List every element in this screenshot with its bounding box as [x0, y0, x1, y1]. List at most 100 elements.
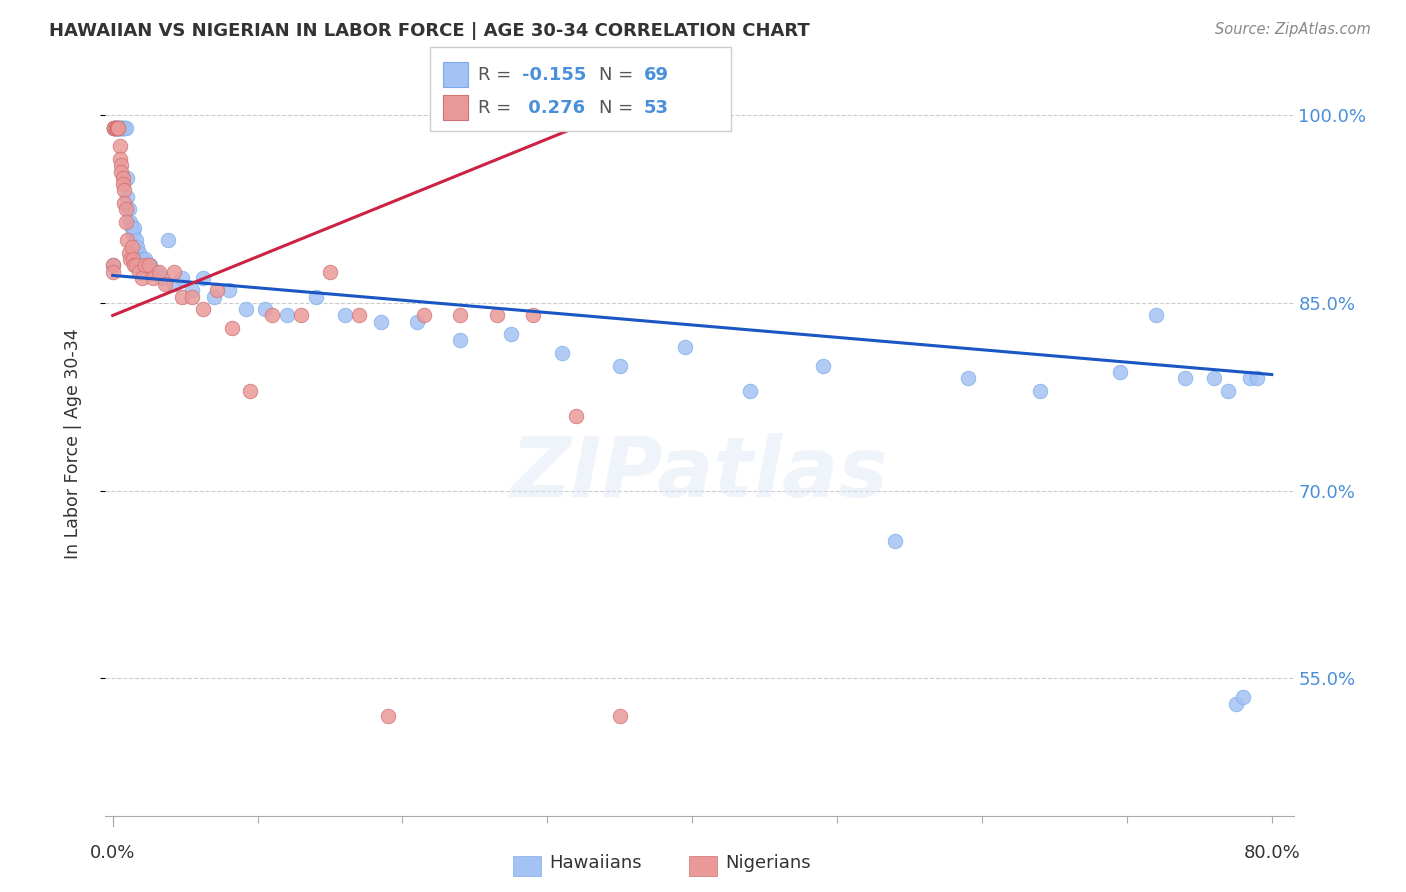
Point	[221, 321, 243, 335]
Point	[191, 271, 214, 285]
Point	[120, 214, 142, 228]
Point	[121, 239, 143, 253]
Point	[108, 120, 131, 135]
Point	[122, 252, 145, 267]
Text: -0.155: -0.155	[522, 66, 586, 84]
Text: HAWAIIAN VS NIGERIAN IN LABOR FORCE | AGE 30-34 CORRELATION CHART: HAWAIIAN VS NIGERIAN IN LABOR FORCE | AG…	[49, 22, 810, 40]
Text: 53: 53	[644, 99, 669, 117]
Point	[522, 309, 544, 323]
Point	[112, 120, 135, 135]
Point	[145, 265, 167, 279]
Point	[111, 177, 134, 191]
Text: R =: R =	[478, 99, 517, 117]
Point	[811, 359, 834, 373]
Text: N =: N =	[599, 99, 638, 117]
Point	[1232, 690, 1254, 705]
Point	[110, 120, 132, 135]
Point	[131, 252, 153, 267]
Point	[551, 346, 574, 360]
Point	[115, 233, 138, 247]
Point	[134, 252, 156, 267]
Point	[181, 290, 204, 304]
Point	[110, 120, 132, 135]
Text: N =: N =	[599, 66, 638, 84]
Point	[122, 227, 145, 241]
Point	[673, 340, 696, 354]
Point	[153, 277, 176, 292]
Point	[156, 233, 179, 247]
Point	[105, 120, 128, 135]
Point	[134, 259, 156, 273]
Point	[124, 220, 146, 235]
Point	[262, 309, 284, 323]
Text: 0.0%: 0.0%	[90, 844, 135, 862]
Point	[276, 309, 298, 323]
Point	[150, 271, 173, 285]
Point	[108, 152, 131, 166]
Point	[1239, 371, 1261, 385]
Point	[235, 302, 257, 317]
Point	[413, 309, 436, 323]
Point	[103, 120, 125, 135]
Point	[162, 265, 184, 279]
Point	[485, 309, 508, 323]
Point	[117, 202, 139, 216]
Point	[1108, 365, 1130, 379]
Point	[609, 709, 631, 723]
Text: Nigerians: Nigerians	[725, 855, 811, 872]
Text: Source: ZipAtlas.com: Source: ZipAtlas.com	[1215, 22, 1371, 37]
Point	[202, 290, 225, 304]
Point	[111, 170, 134, 185]
Point	[107, 120, 129, 135]
Point	[449, 309, 471, 323]
Point	[110, 120, 132, 135]
Point	[114, 214, 136, 228]
Point	[1029, 384, 1052, 398]
Point	[115, 170, 138, 185]
Point	[103, 120, 125, 135]
Point	[105, 120, 128, 135]
Point	[121, 220, 143, 235]
Point	[101, 265, 124, 279]
Point	[1225, 697, 1247, 711]
Point	[1202, 371, 1225, 385]
Point	[104, 120, 127, 135]
Point	[112, 120, 135, 135]
Point	[347, 309, 370, 323]
Text: ZIPatlas: ZIPatlas	[510, 433, 889, 514]
Point	[191, 302, 214, 317]
Point	[117, 245, 139, 260]
Point	[110, 158, 132, 172]
Point	[172, 290, 194, 304]
Point	[108, 120, 131, 135]
Point	[103, 120, 125, 135]
Point	[253, 302, 276, 317]
Point	[127, 239, 149, 253]
Point	[115, 189, 138, 203]
Point	[884, 533, 907, 548]
Point	[449, 334, 471, 348]
Point	[111, 120, 134, 135]
Point	[138, 259, 160, 273]
Point	[101, 259, 124, 273]
Point	[239, 384, 262, 398]
Y-axis label: In Labor Force | Age 30-34: In Labor Force | Age 30-34	[63, 328, 82, 559]
Point	[218, 284, 240, 298]
Point	[107, 120, 129, 135]
Point	[377, 709, 399, 723]
Point	[103, 120, 125, 135]
Point	[124, 259, 146, 273]
Point	[108, 139, 131, 153]
Point	[205, 284, 228, 298]
Point	[181, 284, 204, 298]
Point	[128, 265, 150, 279]
Point	[609, 359, 631, 373]
Point	[104, 120, 127, 135]
Point	[104, 120, 127, 135]
Point	[114, 202, 136, 216]
Point	[105, 120, 128, 135]
Point	[162, 277, 184, 292]
Point	[172, 271, 194, 285]
Point	[105, 120, 128, 135]
Point	[1144, 309, 1167, 323]
